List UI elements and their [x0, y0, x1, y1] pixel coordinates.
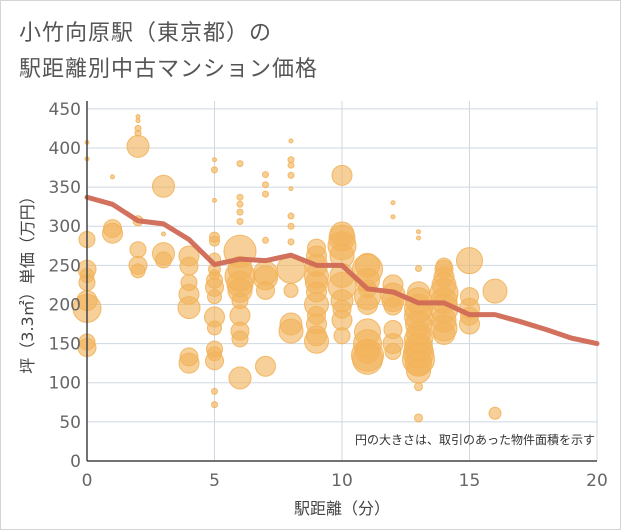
bubble-point — [262, 171, 269, 179]
bubble-point — [110, 174, 115, 180]
bubble-point — [287, 212, 295, 220]
bubble-point — [211, 166, 218, 174]
x-tick-label: 15 — [459, 471, 481, 491]
bubble-point — [288, 138, 294, 144]
bubble-point — [488, 406, 502, 420]
bubble-point — [384, 342, 402, 360]
bubble-point — [255, 355, 276, 377]
bubble-point — [331, 309, 353, 331]
y-tick-label: 150 — [49, 335, 81, 355]
bubble-point — [304, 328, 329, 354]
x-axis-label: 駅距離（分） — [294, 499, 390, 518]
bubble-point — [236, 208, 244, 216]
bubble-point — [416, 235, 421, 241]
y-tick-label: 350 — [49, 178, 81, 198]
bubble-point — [390, 200, 396, 206]
bubble-point — [287, 171, 295, 179]
bubble-point — [129, 241, 147, 259]
chart-title-line2: 駅距離別中古マンション価格 — [19, 57, 319, 82]
bubble-point — [212, 197, 217, 203]
average-price-line — [84, 194, 600, 347]
bubble-point — [482, 278, 508, 304]
y-tick-label: 300 — [49, 217, 81, 237]
bubble-point — [414, 382, 423, 392]
bubble-point — [207, 320, 222, 336]
x-tick-label: 20 — [586, 471, 608, 491]
bubble-point — [209, 235, 220, 247]
bubble-point — [135, 114, 141, 120]
bubble-point — [414, 413, 423, 423]
y-tick-label: 450 — [49, 100, 81, 120]
x-tick-label: 5 — [209, 471, 220, 491]
y-tick-label: 0 — [70, 452, 81, 472]
tick-labels: 0 50 100 150 200 250 300 350 400 450 0 5 10 15 20 — [49, 100, 608, 491]
bubble-point — [278, 318, 304, 344]
bubble-point — [333, 327, 351, 345]
bubble-point — [415, 264, 422, 272]
bubble-layer — [72, 114, 508, 423]
bubble-point — [416, 229, 421, 235]
bubble-point — [287, 238, 295, 246]
bubble-size-note: 円の大きさは、取引のあった物件面積を示す — [355, 432, 595, 447]
x-tick-label: 0 — [82, 471, 93, 491]
y-tick-label: 400 — [49, 139, 81, 159]
bubble-point — [262, 236, 269, 244]
bubble-point — [212, 157, 217, 163]
bubble-point — [205, 351, 224, 371]
bubble-point — [406, 358, 431, 384]
bubble-point — [287, 161, 295, 169]
bubble-point — [456, 247, 483, 275]
bubble-point — [126, 134, 150, 158]
bubble-point — [152, 174, 175, 198]
bubble-point — [228, 366, 252, 390]
x-tick-label: 10 — [331, 471, 353, 491]
bubble-point — [352, 343, 383, 375]
bubble-point — [231, 330, 249, 348]
bubble-point — [135, 118, 141, 124]
bubble-point — [236, 160, 244, 168]
bubble-point — [178, 352, 200, 374]
y-tick-label: 100 — [49, 374, 81, 394]
y-tick-label: 200 — [49, 295, 81, 315]
bubble-point — [287, 222, 295, 230]
bubble-point — [155, 251, 172, 269]
bubble-point — [262, 190, 269, 198]
y-tick-label: 250 — [49, 256, 81, 276]
bubble-point — [211, 387, 218, 395]
bubble-point — [207, 289, 222, 305]
bubble-point — [390, 214, 396, 220]
bubble-point — [177, 296, 201, 320]
bubble-point — [211, 401, 218, 409]
bubble-point — [236, 193, 244, 201]
bubble-point — [288, 186, 294, 192]
bubble-point — [262, 181, 269, 189]
trend-line-layer — [84, 194, 600, 347]
bubble-point — [130, 263, 146, 279]
bubble-point — [236, 200, 244, 208]
y-tick-label: 50 — [59, 413, 81, 433]
bubble-point — [283, 282, 299, 298]
bubble-point — [161, 231, 166, 237]
bubble-point — [331, 164, 353, 186]
bubble-point — [357, 293, 378, 315]
bubble-point — [179, 256, 199, 276]
bubble-point — [383, 296, 403, 316]
chart-title-line1: 小竹向原駅（東京都）の — [19, 21, 273, 46]
bubble-point — [102, 222, 123, 244]
bubble-point — [256, 280, 275, 300]
bubble-point — [236, 218, 244, 226]
y-axis-label: 坪（3.3㎡）単価（万円） — [18, 188, 37, 373]
axes-layer — [86, 101, 597, 462]
bubble-point — [432, 321, 456, 345]
